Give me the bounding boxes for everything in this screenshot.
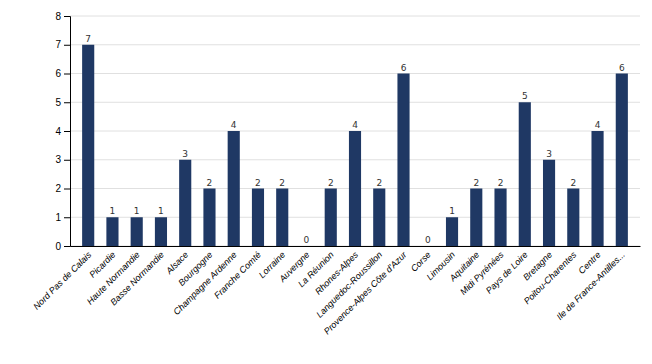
y-tick-mark [64, 102, 70, 103]
y-tick-label: 5 [55, 97, 61, 108]
grid [70, 16, 640, 246]
data-label: 1 [158, 206, 164, 216]
data-label: 0 [425, 235, 431, 245]
plot-area: 0 1 2 3 4 5 6 7 8 Nord Pas de CalaisPicardieHaute… [31, 11, 640, 337]
y-tick: 3 [55, 154, 70, 165]
data-labels: 7 1 1 1 3 2 4 2 2 0 2 4 2 6 0 1 2 2 5 3 2 4 6 [85, 34, 625, 245]
bar [252, 189, 264, 247]
data-label: 2 [376, 178, 382, 188]
y-tick-mark [64, 246, 70, 247]
bar [228, 131, 240, 246]
x-axis: Nord Pas de CalaisPicardieHaute Normandi… [31, 247, 640, 337]
x-tick-label: Franche Comté [212, 250, 263, 301]
data-label: 4 [231, 120, 237, 130]
x-tick: Poitou-Charentes [522, 249, 579, 306]
data-label: 5 [522, 91, 528, 101]
data-label: 6 [401, 63, 407, 73]
y-tick-mark [64, 74, 70, 75]
bar [591, 131, 603, 246]
chart-svg: 0 1 2 3 4 5 6 7 8 Nord Pas de CalaisPicardieHaute… [0, 0, 652, 364]
data-label: 2 [207, 178, 213, 188]
chart-container: 0 1 2 3 4 5 6 7 8 Nord Pas de CalaisPicardieHaute… [0, 0, 652, 364]
data-label: 1 [449, 206, 455, 216]
bar [519, 102, 531, 246]
bar [179, 160, 191, 246]
y-tick-label: 2 [55, 183, 61, 194]
bars [82, 45, 628, 246]
bar [470, 189, 482, 247]
data-label: 1 [110, 206, 116, 216]
grid-line [70, 16, 640, 17]
y-tick: 2 [55, 183, 70, 194]
y-axis: 0 1 2 3 4 5 6 7 8 [55, 11, 70, 252]
bar [155, 217, 167, 246]
x-tick: Ile de France-Antilles... [555, 250, 627, 322]
x-tick: Nord Pas de Calais [31, 249, 93, 311]
data-label: 2 [328, 178, 334, 188]
data-label: 2 [473, 178, 479, 188]
data-label: 2 [279, 178, 285, 188]
y-tick-label: 1 [55, 212, 61, 223]
bar [276, 189, 288, 247]
data-label: 3 [182, 149, 188, 159]
y-tick: 4 [55, 126, 70, 137]
y-tick-label: 3 [55, 154, 61, 165]
bar [300, 246, 312, 247]
x-axis-line [71, 246, 641, 247]
x-tick-label: Basse Normandie [108, 250, 166, 308]
bar [106, 217, 118, 246]
x-tick-label: Provence-Alpes Côte d'Azur [322, 249, 410, 337]
x-tick-label: Ile de France-Antilles... [555, 250, 627, 322]
y-tick: 7 [55, 39, 70, 50]
data-label: 2 [498, 178, 504, 188]
y-tick-label: 6 [55, 68, 61, 79]
grid-line [70, 102, 640, 103]
y-tick-mark [64, 217, 70, 218]
y-tick-label: 8 [55, 11, 61, 22]
y-tick-mark [64, 131, 70, 132]
y-tick: 0 [55, 241, 70, 252]
x-tick: Basse Normandie [108, 250, 166, 308]
bar [422, 246, 434, 247]
data-label: 7 [85, 34, 91, 44]
y-tick-label: 0 [55, 241, 61, 252]
x-tick-label: Nord Pas de Calais [31, 249, 93, 311]
bar [446, 217, 458, 246]
data-label: 3 [546, 149, 552, 159]
data-label: 0 [304, 235, 310, 245]
bar [567, 189, 579, 247]
y-tick-label: 7 [55, 39, 61, 50]
bar [82, 45, 94, 246]
y-tick: 6 [55, 68, 70, 79]
bar [203, 189, 215, 247]
y-tick-mark [64, 189, 70, 190]
bar [349, 131, 361, 246]
y-tick: 8 [55, 11, 70, 22]
grid-line [70, 44, 640, 45]
bar [397, 74, 409, 247]
y-tick: 5 [55, 97, 70, 108]
data-label: 4 [352, 120, 358, 130]
y-tick-mark [64, 160, 70, 161]
data-label: 6 [619, 63, 625, 73]
bar [373, 189, 385, 247]
grid-line [70, 73, 640, 74]
data-label: 4 [595, 120, 601, 130]
y-axis-line [64, 17, 71, 247]
bar [131, 217, 143, 246]
x-tick: Provence-Alpes Côte d'Azur [322, 249, 410, 337]
bar [616, 74, 628, 247]
data-label: 2 [570, 178, 576, 188]
x-tick-label: Poitou-Charentes [522, 249, 579, 306]
y-tick-mark [64, 45, 70, 46]
x-tick: Franche Comté [212, 250, 263, 301]
bar [325, 189, 337, 247]
bar [494, 189, 506, 247]
y-tick-mark [64, 16, 70, 17]
bar [543, 160, 555, 246]
y-tick-label: 4 [55, 126, 61, 137]
data-label: 1 [134, 206, 140, 216]
data-label: 2 [255, 178, 261, 188]
y-tick: 1 [55, 212, 70, 223]
